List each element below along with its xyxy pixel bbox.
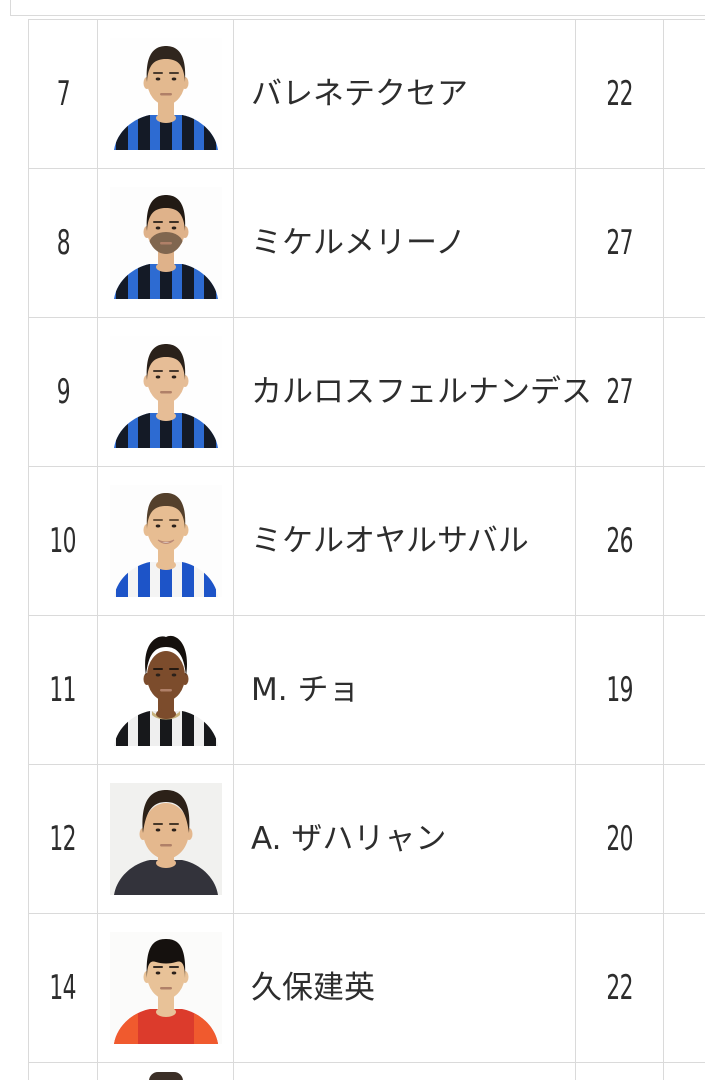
player-number-cell: 9 [29,318,98,466]
player-photo-cell [98,616,234,764]
player-photo-cell [98,169,234,317]
player-age: 22 [606,74,633,114]
player-age: 19 [606,670,633,710]
player-photo [109,336,222,448]
player-age-cell: 22 [576,914,664,1062]
player-name-cell: カルロスフェルナンデス [234,318,592,466]
player-number-cell: 10 [29,467,98,615]
player-age-cell: 20 [576,765,664,913]
player-row[interactable]: 12 A. ザハリャン 20 [29,765,705,914]
player-age: 27 [606,223,633,263]
squad-table: 7 バレネテクセア 22 8 ミケルメリーノ 27 9 [28,19,705,1080]
player-photo-cell [98,765,234,913]
player-photo-cell [98,1063,234,1080]
player-number: 8 [56,223,70,263]
player-age-cell: 27 [576,318,664,466]
overflow-column-cell [664,20,705,168]
player-row-partial[interactable] [29,1063,705,1080]
player-number-cell: 8 [29,169,98,317]
player-age-cell: 22 [576,20,664,168]
player-name-cell: ミケルオヤルサバル [234,467,576,615]
player-name: 久保建英 [251,969,375,1006]
overflow-column-cell [664,318,705,466]
player-name: ミケルメリーノ [251,224,467,261]
overflow-column-cell [664,914,705,1062]
player-number: 11 [49,670,77,710]
player-number-cell: 12 [29,765,98,913]
player-age: 27 [606,372,633,412]
player-photo [109,485,222,597]
player-name: バレネテクセア [251,75,468,112]
player-age-cell [576,1063,664,1080]
player-age: 20 [606,819,633,859]
table-body: 7 バレネテクセア 22 8 ミケルメリーノ 27 9 [29,20,705,1063]
player-photo [109,187,222,299]
player-photo [109,634,222,746]
player-number: 10 [49,521,77,561]
player-name-cell: A. ザハリャン [234,765,576,913]
player-name: M. チョ [251,671,360,708]
player-number-cell [29,1063,98,1080]
upper-table-bottom-divider [10,15,705,16]
overflow-column-cell [664,169,705,317]
overflow-column-cell [664,1063,705,1080]
player-row[interactable]: 7 バレネテクセア 22 [29,20,705,169]
player-row[interactable]: 10 ミケルオヤルサバル 26 [29,467,705,616]
player-age-cell: 27 [576,169,664,317]
player-number-cell: 14 [29,914,98,1062]
player-name-cell: ミケルメリーノ [234,169,576,317]
player-name-cell [234,1063,576,1080]
player-row[interactable]: 14 久保建英 22 [29,914,705,1063]
player-photo [109,932,222,1044]
next-player-hair-sliver [148,1072,183,1080]
player-name: カルロスフェルナンデス [251,373,592,410]
player-photo-cell [98,914,234,1062]
player-age: 26 [606,521,633,561]
player-number: 12 [49,819,77,859]
overflow-column-cell [664,765,705,913]
player-photo-cell [98,20,234,168]
player-row[interactable]: 8 ミケルメリーノ 27 [29,169,705,318]
player-name: A. ザハリャン [251,820,447,857]
player-name-cell: M. チョ [234,616,576,764]
player-age-cell: 19 [576,616,664,764]
player-row[interactable]: 11 M. チョ 19 [29,616,705,765]
upper-table-left-border [10,0,11,15]
player-number: 9 [56,372,70,412]
player-age: 22 [606,968,633,1008]
player-number: 7 [56,74,70,114]
player-number-cell: 11 [29,616,98,764]
player-photo [109,38,222,150]
player-number: 14 [49,968,77,1008]
player-name-cell: 久保建英 [234,914,576,1062]
player-number-cell: 7 [29,20,98,168]
player-row[interactable]: 9 カルロスフェルナンデス 27 [29,318,705,467]
player-photo-cell [98,467,234,615]
player-photo [109,783,222,895]
player-name: ミケルオヤルサバル [251,522,529,559]
overflow-column-cell [664,467,705,615]
overflow-column-cell [664,616,705,764]
player-age-cell: 26 [576,467,664,615]
player-photo-cell [98,318,234,466]
player-name-cell: バレネテクセア [234,20,576,168]
